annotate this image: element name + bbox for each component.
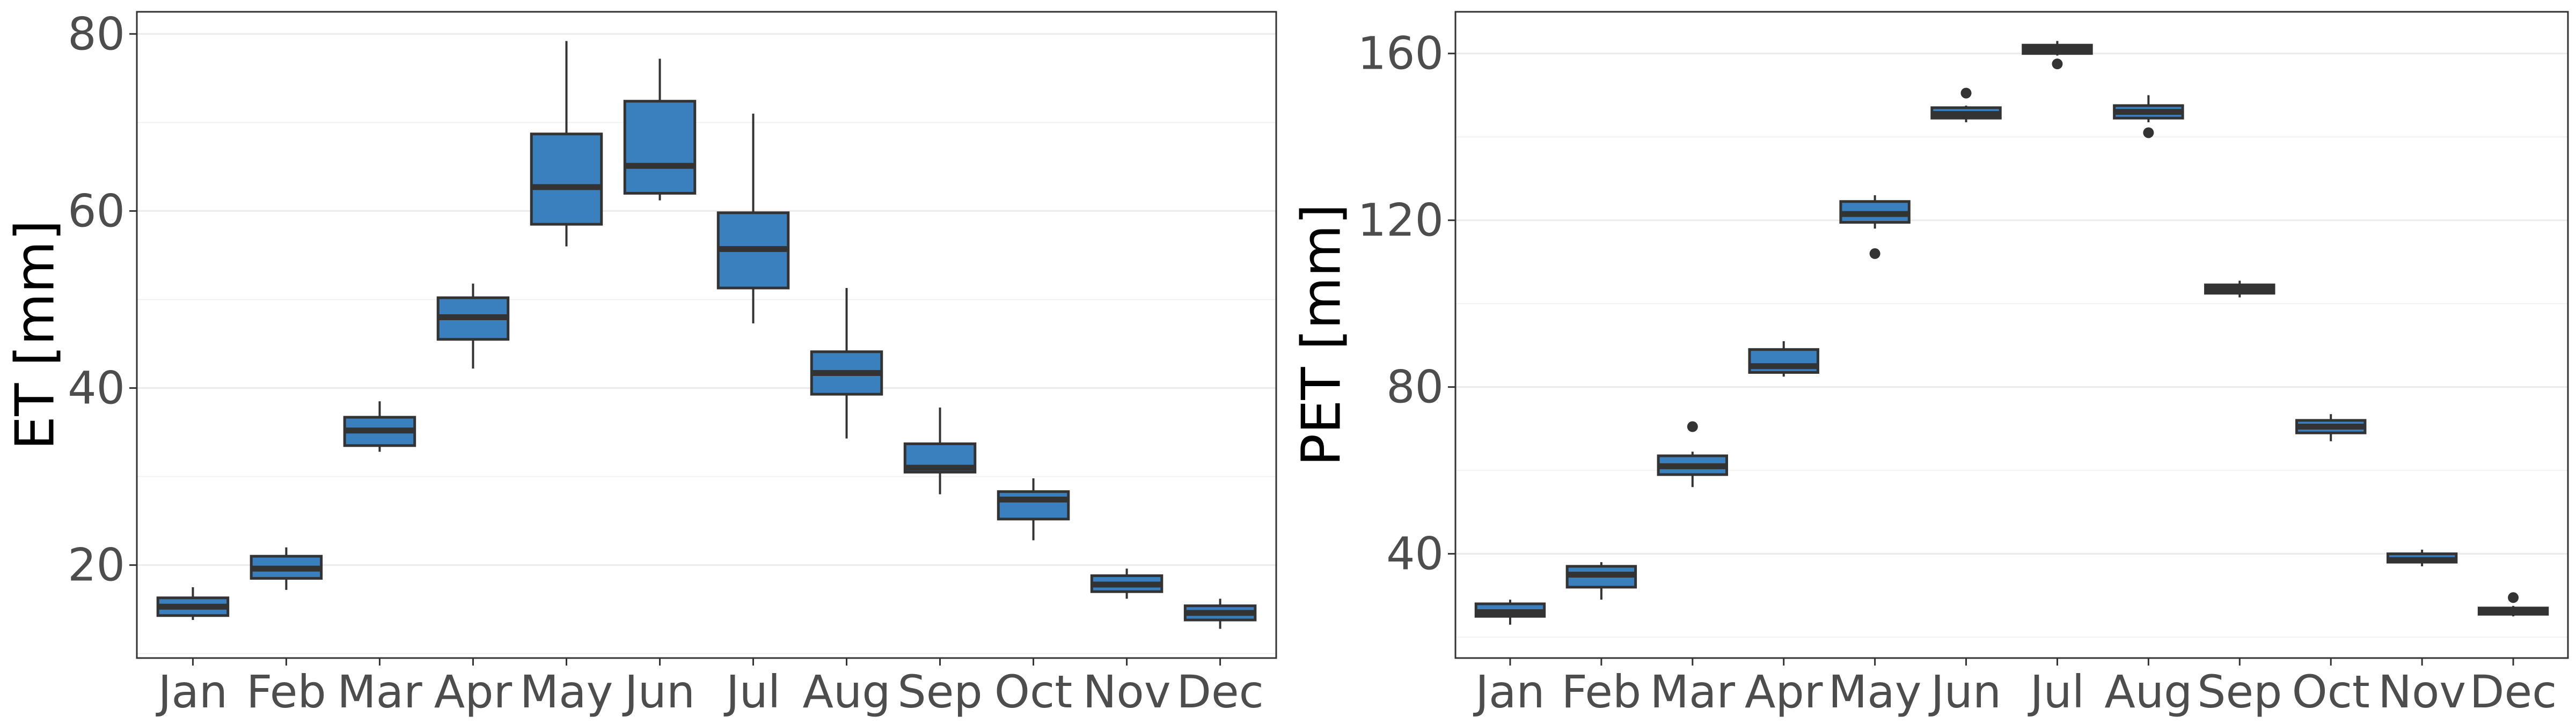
panel-border [136, 11, 1277, 659]
x-tick-label: Oct [994, 666, 1072, 718]
box-dec [2477, 592, 2549, 617]
x-tick-label: May [520, 666, 613, 718]
et-panel: 20 40 60 80 Jan Feb Mar Apr May Jun Jul Aug Sep Oct No… [4, 8, 1277, 718]
x-tick-label: May [1828, 666, 1922, 718]
box-nov [2386, 549, 2458, 566]
y-tick-label: 60 [68, 184, 125, 237]
box-aug [810, 288, 883, 439]
box-sep [903, 407, 977, 494]
iqr-box [997, 490, 1070, 521]
x-tick-label: Jul [2028, 666, 2084, 718]
box-feb [250, 547, 323, 590]
x-tick-label: Sep [897, 666, 982, 718]
x-tick-label: Jan [156, 666, 228, 718]
box-jun [1930, 87, 2002, 123]
panel-border [1454, 11, 2569, 659]
y-tick-label: 80 [1386, 361, 1444, 413]
box-nov [1090, 568, 1163, 599]
x-tick-label: Dec [1176, 666, 1264, 718]
box-mar [343, 401, 416, 452]
x-tick-label: Jul [723, 666, 780, 718]
iqr-box [530, 132, 603, 226]
box-sep [2204, 280, 2275, 298]
box-may [1839, 195, 1911, 259]
outlier-point [1687, 421, 1698, 432]
x-tick-label: Mar [1650, 666, 1736, 718]
pet-panel: 40 80 120 160 Jan Feb Mar Apr May Jun Jul Aug Sep Oct… [1290, 11, 2569, 718]
x-tick-label: Jan [1473, 666, 1545, 718]
x-tick-label: Mar [337, 666, 422, 718]
x-tick-label: Jun [622, 666, 695, 718]
x-tick-label: Apr [1745, 666, 1823, 718]
box-mar [1657, 421, 1729, 487]
y-tick-label: 40 [1386, 528, 1444, 580]
x-tick-label: Apr [434, 666, 513, 718]
box-feb [1565, 562, 1637, 600]
x-tick-label: Sep [2197, 666, 2282, 718]
x-tick-label: Dec [2470, 666, 2557, 718]
box-jul [2022, 41, 2093, 70]
x-tick-label: Nov [2378, 666, 2466, 718]
x-tick-label: Aug [2104, 666, 2192, 718]
box-jul [716, 113, 790, 324]
x-tick-label: Feb [1562, 666, 1642, 718]
outlier-point [2052, 58, 2063, 70]
box-may [530, 41, 603, 247]
y-tick-label: 40 [68, 362, 125, 415]
y-axis-title: PET [mm] [1290, 204, 1353, 466]
x-tick-label: Feb [246, 666, 326, 718]
outlier-point [1869, 248, 1880, 259]
x-tick-label: Aug [803, 666, 891, 718]
y-tick-label: 120 [1358, 194, 1444, 247]
box-jan [1474, 600, 1546, 625]
outlier-point [2508, 592, 2519, 603]
x-tick-label: Jun [1928, 666, 2001, 718]
box-aug [2113, 95, 2184, 138]
box-oct [2295, 414, 2367, 441]
y-tick-label: 160 [1358, 27, 1444, 80]
box-apr [1748, 341, 1819, 377]
iqr-box [623, 100, 697, 195]
box-jun [623, 58, 697, 201]
x-tick-label: Nov [1083, 666, 1171, 718]
box-oct [997, 478, 1070, 541]
outlier-point [1960, 87, 1972, 99]
x-tick-label: Oct [2292, 666, 2370, 718]
outlier-point [2143, 127, 2154, 138]
box-apr [436, 283, 510, 369]
y-axis-title: ET [mm] [4, 220, 67, 450]
y-tick-label: 80 [68, 8, 125, 60]
box-jan [156, 587, 230, 620]
box-dec [1183, 599, 1257, 629]
y-tick-label: 20 [68, 539, 125, 592]
